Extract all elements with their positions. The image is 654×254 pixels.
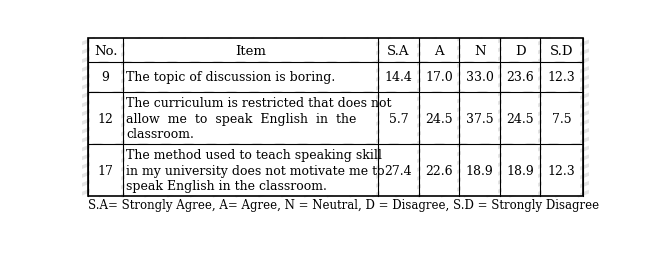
Text: 7.5: 7.5 xyxy=(552,112,572,125)
Bar xyxy=(126,63,376,92)
Text: S.A= Strongly Agree, A= Agree, N = Neutral, D = Disagree, S.D = Strongly Disagre: S.A= Strongly Agree, A= Agree, N = Neutr… xyxy=(88,198,599,211)
Text: The curriculum is restricted that does not: The curriculum is restricted that does n… xyxy=(126,97,392,109)
Bar xyxy=(502,145,538,196)
Text: 9: 9 xyxy=(102,71,110,84)
Bar xyxy=(421,40,457,61)
Text: The topic of discussion is boring.: The topic of discussion is boring. xyxy=(126,71,336,84)
Text: 17: 17 xyxy=(97,164,114,177)
Bar xyxy=(461,63,498,92)
Text: 23.6: 23.6 xyxy=(506,71,534,84)
Text: N: N xyxy=(473,44,485,57)
Bar xyxy=(421,63,457,92)
Text: S.A: S.A xyxy=(387,44,410,57)
Text: 24.5: 24.5 xyxy=(425,112,453,125)
Bar xyxy=(502,63,538,92)
Text: A: A xyxy=(434,44,444,57)
Bar xyxy=(90,40,122,61)
Text: 33.0: 33.0 xyxy=(466,71,494,84)
Text: 17.0: 17.0 xyxy=(425,71,453,84)
Bar xyxy=(543,40,581,61)
Bar xyxy=(126,40,376,61)
Text: 37.5: 37.5 xyxy=(466,112,493,125)
Bar xyxy=(421,93,457,144)
Bar xyxy=(90,93,122,144)
Bar xyxy=(502,40,538,61)
Text: 24.5: 24.5 xyxy=(506,112,534,125)
Text: speak English in the classroom.: speak English in the classroom. xyxy=(126,180,327,193)
Bar xyxy=(461,93,498,144)
Bar xyxy=(543,145,581,196)
Text: No.: No. xyxy=(94,44,117,57)
Bar xyxy=(461,145,498,196)
Bar xyxy=(380,40,417,61)
Text: Item: Item xyxy=(235,44,266,57)
Text: 18.9: 18.9 xyxy=(466,164,494,177)
Text: 5.7: 5.7 xyxy=(388,112,408,125)
Bar xyxy=(88,39,583,196)
Text: allow  me  to  speak  English  in  the: allow me to speak English in the xyxy=(126,112,356,125)
Bar xyxy=(543,63,581,92)
Text: classroom.: classroom. xyxy=(126,128,194,141)
Text: 18.9: 18.9 xyxy=(506,164,534,177)
Bar xyxy=(126,93,376,144)
Text: 14.4: 14.4 xyxy=(385,71,413,84)
Text: S.D: S.D xyxy=(550,44,574,57)
Text: The method used to teach speaking skill: The method used to teach speaking skill xyxy=(126,148,382,161)
Bar xyxy=(90,63,122,92)
Bar xyxy=(502,93,538,144)
Text: 12: 12 xyxy=(97,112,114,125)
Bar xyxy=(421,145,457,196)
Text: 12.3: 12.3 xyxy=(547,164,576,177)
Bar xyxy=(380,145,417,196)
Text: D: D xyxy=(515,44,526,57)
Text: 12.3: 12.3 xyxy=(547,71,576,84)
Bar xyxy=(126,145,376,196)
Bar xyxy=(380,63,417,92)
Bar xyxy=(90,145,122,196)
Bar xyxy=(461,40,498,61)
Text: in my university does not motivate me to: in my university does not motivate me to xyxy=(126,164,385,177)
Text: 27.4: 27.4 xyxy=(385,164,412,177)
Bar xyxy=(543,93,581,144)
Text: 22.6: 22.6 xyxy=(425,164,453,177)
Bar xyxy=(380,93,417,144)
